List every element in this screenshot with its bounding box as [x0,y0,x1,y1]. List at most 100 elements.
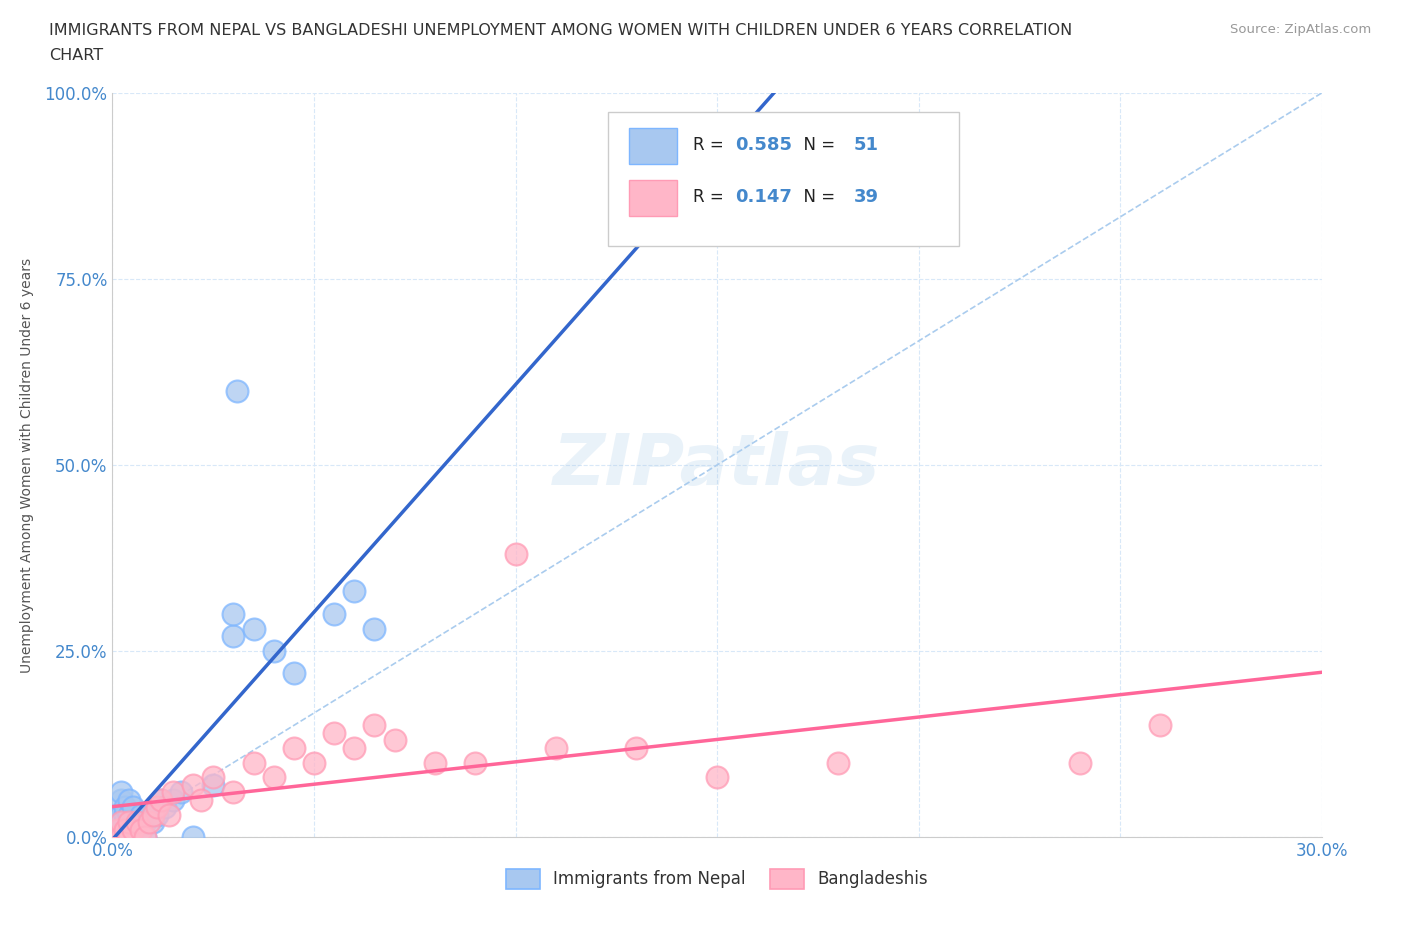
Point [110,807,132,822]
Point [105,830,128,844]
Text: 0.147: 0.147 [735,188,792,206]
Text: 39: 39 [853,188,879,206]
Point [117,807,139,822]
Point [117,830,139,844]
FancyBboxPatch shape [609,112,959,246]
Point [1149,718,1171,733]
Point [121,822,143,837]
Point [110,830,132,844]
Point [222,629,245,644]
Point [114,822,136,837]
Point [170,785,193,800]
Point [423,755,446,770]
Point [114,807,136,822]
Y-axis label: Unemployment Among Women with Children Under 6 years: Unemployment Among Women with Children U… [20,258,34,672]
Point [226,383,249,398]
Point [363,718,385,733]
Point [134,830,156,844]
Point [384,733,406,748]
Point [464,755,486,770]
Point [149,792,172,807]
Point [114,815,136,830]
Point [114,800,136,815]
Point [138,815,160,830]
Point [105,822,128,837]
Point [181,777,204,792]
Text: ZIPatlas: ZIPatlas [554,431,880,499]
Point [110,830,132,844]
Point [142,807,165,822]
Text: R =: R = [693,188,728,206]
Point [157,807,180,822]
Point [162,792,184,807]
Bar [628,128,678,164]
Point [110,785,132,800]
Point [222,606,245,621]
Point [827,755,849,770]
Legend: Immigrants from Nepal, Bangladeshis: Immigrants from Nepal, Bangladeshis [499,862,935,896]
Point [117,830,139,844]
Point [110,815,132,830]
Point [125,830,148,844]
Point [121,815,143,830]
Text: 51: 51 [853,136,879,154]
Point [363,621,385,636]
Point [202,770,225,785]
Point [263,770,285,785]
Point [142,815,165,830]
Point [129,807,152,822]
Point [129,822,152,837]
Point [117,815,139,830]
Point [181,830,204,844]
Point [283,666,305,681]
Point [222,785,245,800]
Point [105,815,128,830]
Point [114,830,136,844]
Point [114,822,136,837]
Point [302,755,325,770]
Point [162,785,184,800]
Point [134,830,156,844]
Point [263,644,285,658]
Point [129,822,152,837]
Point [110,822,132,837]
Point [105,830,128,844]
Point [283,740,305,755]
Point [626,740,648,755]
Text: N =: N = [793,136,841,154]
Text: Source: ZipAtlas.com: Source: ZipAtlas.com [1230,23,1371,36]
Point [190,792,212,807]
Point [110,830,132,844]
Point [323,606,346,621]
Point [121,800,143,815]
Point [146,807,169,822]
Point [110,815,132,830]
Point [105,830,128,844]
Point [110,792,132,807]
Point [505,547,527,562]
Point [117,822,139,837]
Point [117,830,139,844]
Point [323,725,346,740]
Text: N =: N = [793,188,841,206]
Point [146,800,169,815]
Bar [628,180,678,216]
Point [343,584,366,599]
Point [149,792,172,807]
Point [138,807,160,822]
Point [134,815,156,830]
Point [125,815,148,830]
Point [121,830,143,844]
Point [117,792,139,807]
Point [114,830,136,844]
Point [105,822,128,837]
Point [125,815,148,830]
Point [202,777,225,792]
Point [153,800,176,815]
Point [242,621,264,636]
Text: R =: R = [693,136,728,154]
Point [706,770,728,785]
Point [343,740,366,755]
Point [544,740,567,755]
Text: CHART: CHART [49,48,103,63]
